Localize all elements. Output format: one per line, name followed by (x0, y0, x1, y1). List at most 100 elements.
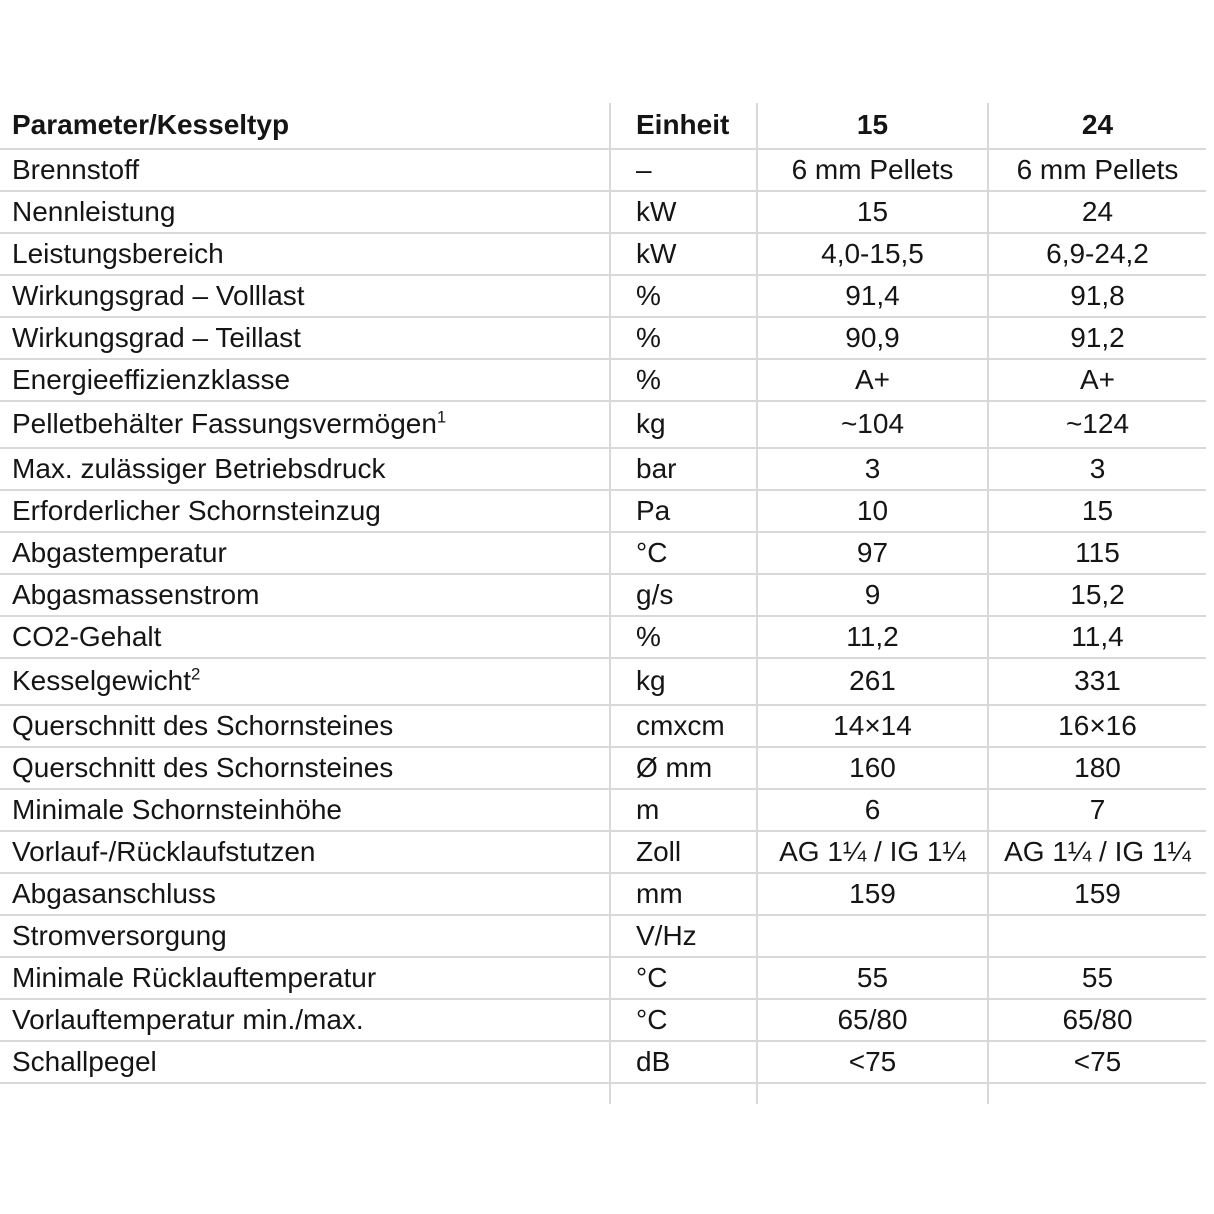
header-model-24: 24 (987, 103, 1206, 149)
value-cell-15: 10 (756, 490, 988, 532)
unit-cell: Pa (609, 490, 757, 532)
unit-cell: °C (609, 957, 757, 999)
unit-cell: bar (609, 448, 757, 490)
value-cell-24: 6 mm Pellets (987, 149, 1206, 191)
param-cell: Querschnitt des Schornsteines (0, 705, 610, 747)
header-parameter-kesseltyp: Parameter/Kesseltyp (12, 109, 290, 141)
header-row: Parameter/Kesseltyp Einheit 15 24 (0, 103, 1206, 149)
param-label: Leistungsbereich (12, 237, 224, 269)
param-label: Schallpegel (12, 1045, 157, 1077)
value-cell-24: 11,4 (987, 616, 1206, 658)
value-cell-24: 15 (987, 490, 1206, 532)
param-label: Vorlauftemperatur min./max. (12, 1003, 364, 1035)
param-cell: Minimale Rücklauftemperatur (0, 957, 610, 999)
table-row: Wirkungsgrad – Teillast% 90,9 91,2 (0, 317, 1206, 359)
param-label: Nennleistung (12, 195, 176, 227)
param-label: Querschnitt des Schornsteines (12, 751, 394, 783)
param-label: Brennstoff (12, 153, 140, 185)
value-cell-24: ~124 (987, 401, 1206, 448)
spec-table-container: Parameter/Kesseltyp Einheit 15 24 Brenns… (0, 103, 1206, 1104)
table-row: Max. zulässiger Betriebsdruck bar 3 3 (0, 448, 1206, 490)
value-cell-15: <75 (756, 1041, 988, 1083)
table-row: Pelletbehälter Fassungsvermögen1 kg ~104 ~1… (0, 401, 1206, 448)
param-cell: CO2-Gehalt (0, 616, 610, 658)
value-cell-24: 3 (987, 448, 1206, 490)
value-cell-24: 55 (987, 957, 1206, 999)
table-row: CO2-Gehalt% 11,2 11,4 (0, 616, 1206, 658)
value-cell-24: 7 (987, 789, 1206, 831)
unit-cell: kg (609, 401, 757, 448)
value-cell-15: 91,4 (756, 275, 988, 317)
param-cell: Brennstoff (0, 149, 610, 191)
value-cell-15: AG 1¼ / IG 1¼ (756, 831, 988, 873)
value-cell-15: 97 (756, 532, 988, 574)
param-cell: Vorlauf-/Rücklaufstutzen (0, 831, 610, 873)
table-row: Energieeffizienzklasse% A+ A+ (0, 359, 1206, 401)
param-label: Abgasanschluss (12, 877, 216, 909)
param-superscript: 1 (436, 407, 447, 427)
value-cell-24: AG 1¼ / IG 1¼ (987, 831, 1206, 873)
param-label: Minimale Schornsteinhöhe (12, 793, 342, 825)
param-cell: Max. zulässiger Betriebsdruck (0, 448, 610, 490)
value-cell-24: 65/80 (987, 999, 1206, 1041)
value-cell-24: 115 (987, 532, 1206, 574)
value-cell-24: 91,2 (987, 317, 1206, 359)
value-cell-15: 15 (756, 191, 988, 233)
param-cell: Abgasanschluss (0, 873, 610, 915)
value-cell-24 (987, 915, 1206, 957)
value-cell-24: 331 (987, 658, 1206, 705)
value-cell-15: 261 (756, 658, 988, 705)
value-cell-24: 6,9-24,2 (987, 233, 1206, 275)
unit-cell: % (609, 359, 757, 401)
empty-cell (756, 1083, 988, 1104)
param-label: Energieeffizienzklasse (12, 363, 291, 395)
header-model-15: 15 (756, 103, 988, 149)
value-cell-15: 65/80 (756, 999, 988, 1041)
unit-cell: % (609, 616, 757, 658)
table-row: Vorlauf-/Rücklaufstutzen Zoll AG 1¼ / IG 1… (0, 831, 1206, 873)
table-row: Abgasmassenstrom g/s 9 15,2 (0, 574, 1206, 616)
param-cell: Kesselgewicht2 (0, 658, 610, 705)
table-row: Querschnitt des Schornsteines Ø mm 160 180 (0, 747, 1206, 789)
value-cell-15: 6 (756, 789, 988, 831)
value-cell-15: 3 (756, 448, 988, 490)
param-cell: Vorlauftemperatur min./max. (0, 999, 610, 1041)
param-label: Stromversorgung (12, 919, 227, 951)
unit-cell: kW (609, 233, 757, 275)
value-cell-24: 16×16 (987, 705, 1206, 747)
unit-cell: kg (609, 658, 757, 705)
param-cell: Minimale Schornsteinhöhe (0, 789, 610, 831)
param-label: Abgastemperatur (12, 536, 227, 568)
table-row: Abgastemperatur °C 97 115 (0, 532, 1206, 574)
param-label: Querschnitt des Schornsteines (12, 709, 394, 741)
unit-cell: % (609, 317, 757, 359)
empty-cell (0, 1083, 610, 1104)
param-cell: Abgasmassenstrom (0, 574, 610, 616)
unit-cell: °C (609, 532, 757, 574)
unit-cell: m (609, 789, 757, 831)
table-row: Nennleistung kW 15 24 (0, 191, 1206, 233)
unit-cell: dB (609, 1041, 757, 1083)
param-cell: Schallpegel (0, 1041, 610, 1083)
param-label: Wirkungsgrad – Volllast (12, 279, 305, 311)
unit-cell: V/Hz (609, 915, 757, 957)
value-cell-24: 180 (987, 747, 1206, 789)
value-cell-24: 15,2 (987, 574, 1206, 616)
value-cell-15: 160 (756, 747, 988, 789)
value-cell-15: 14×14 (756, 705, 988, 747)
unit-cell: % (609, 275, 757, 317)
table-row: Stromversorgung V/Hz (0, 915, 1206, 957)
value-cell-15: 9 (756, 574, 988, 616)
param-cell: Erforderlicher Schornsteinzug (0, 490, 610, 532)
value-cell-15: A+ (756, 359, 988, 401)
unit-cell: – (609, 149, 757, 191)
table-row: Vorlauftemperatur min./max. °C 65/80 65/80 (0, 999, 1206, 1041)
table-row: Abgasanschluss mm 159 159 (0, 873, 1206, 915)
value-cell-15: 90,9 (756, 317, 988, 359)
table-row: Minimale Rücklauftemperatur °C 55 55 (0, 957, 1206, 999)
param-label: Wirkungsgrad – Teillast (12, 321, 301, 353)
param-cell: Stromversorgung (0, 915, 610, 957)
param-cell: Energieeffizienzklasse (0, 359, 610, 401)
unit-cell: Zoll (609, 831, 757, 873)
unit-cell: g/s (609, 574, 757, 616)
